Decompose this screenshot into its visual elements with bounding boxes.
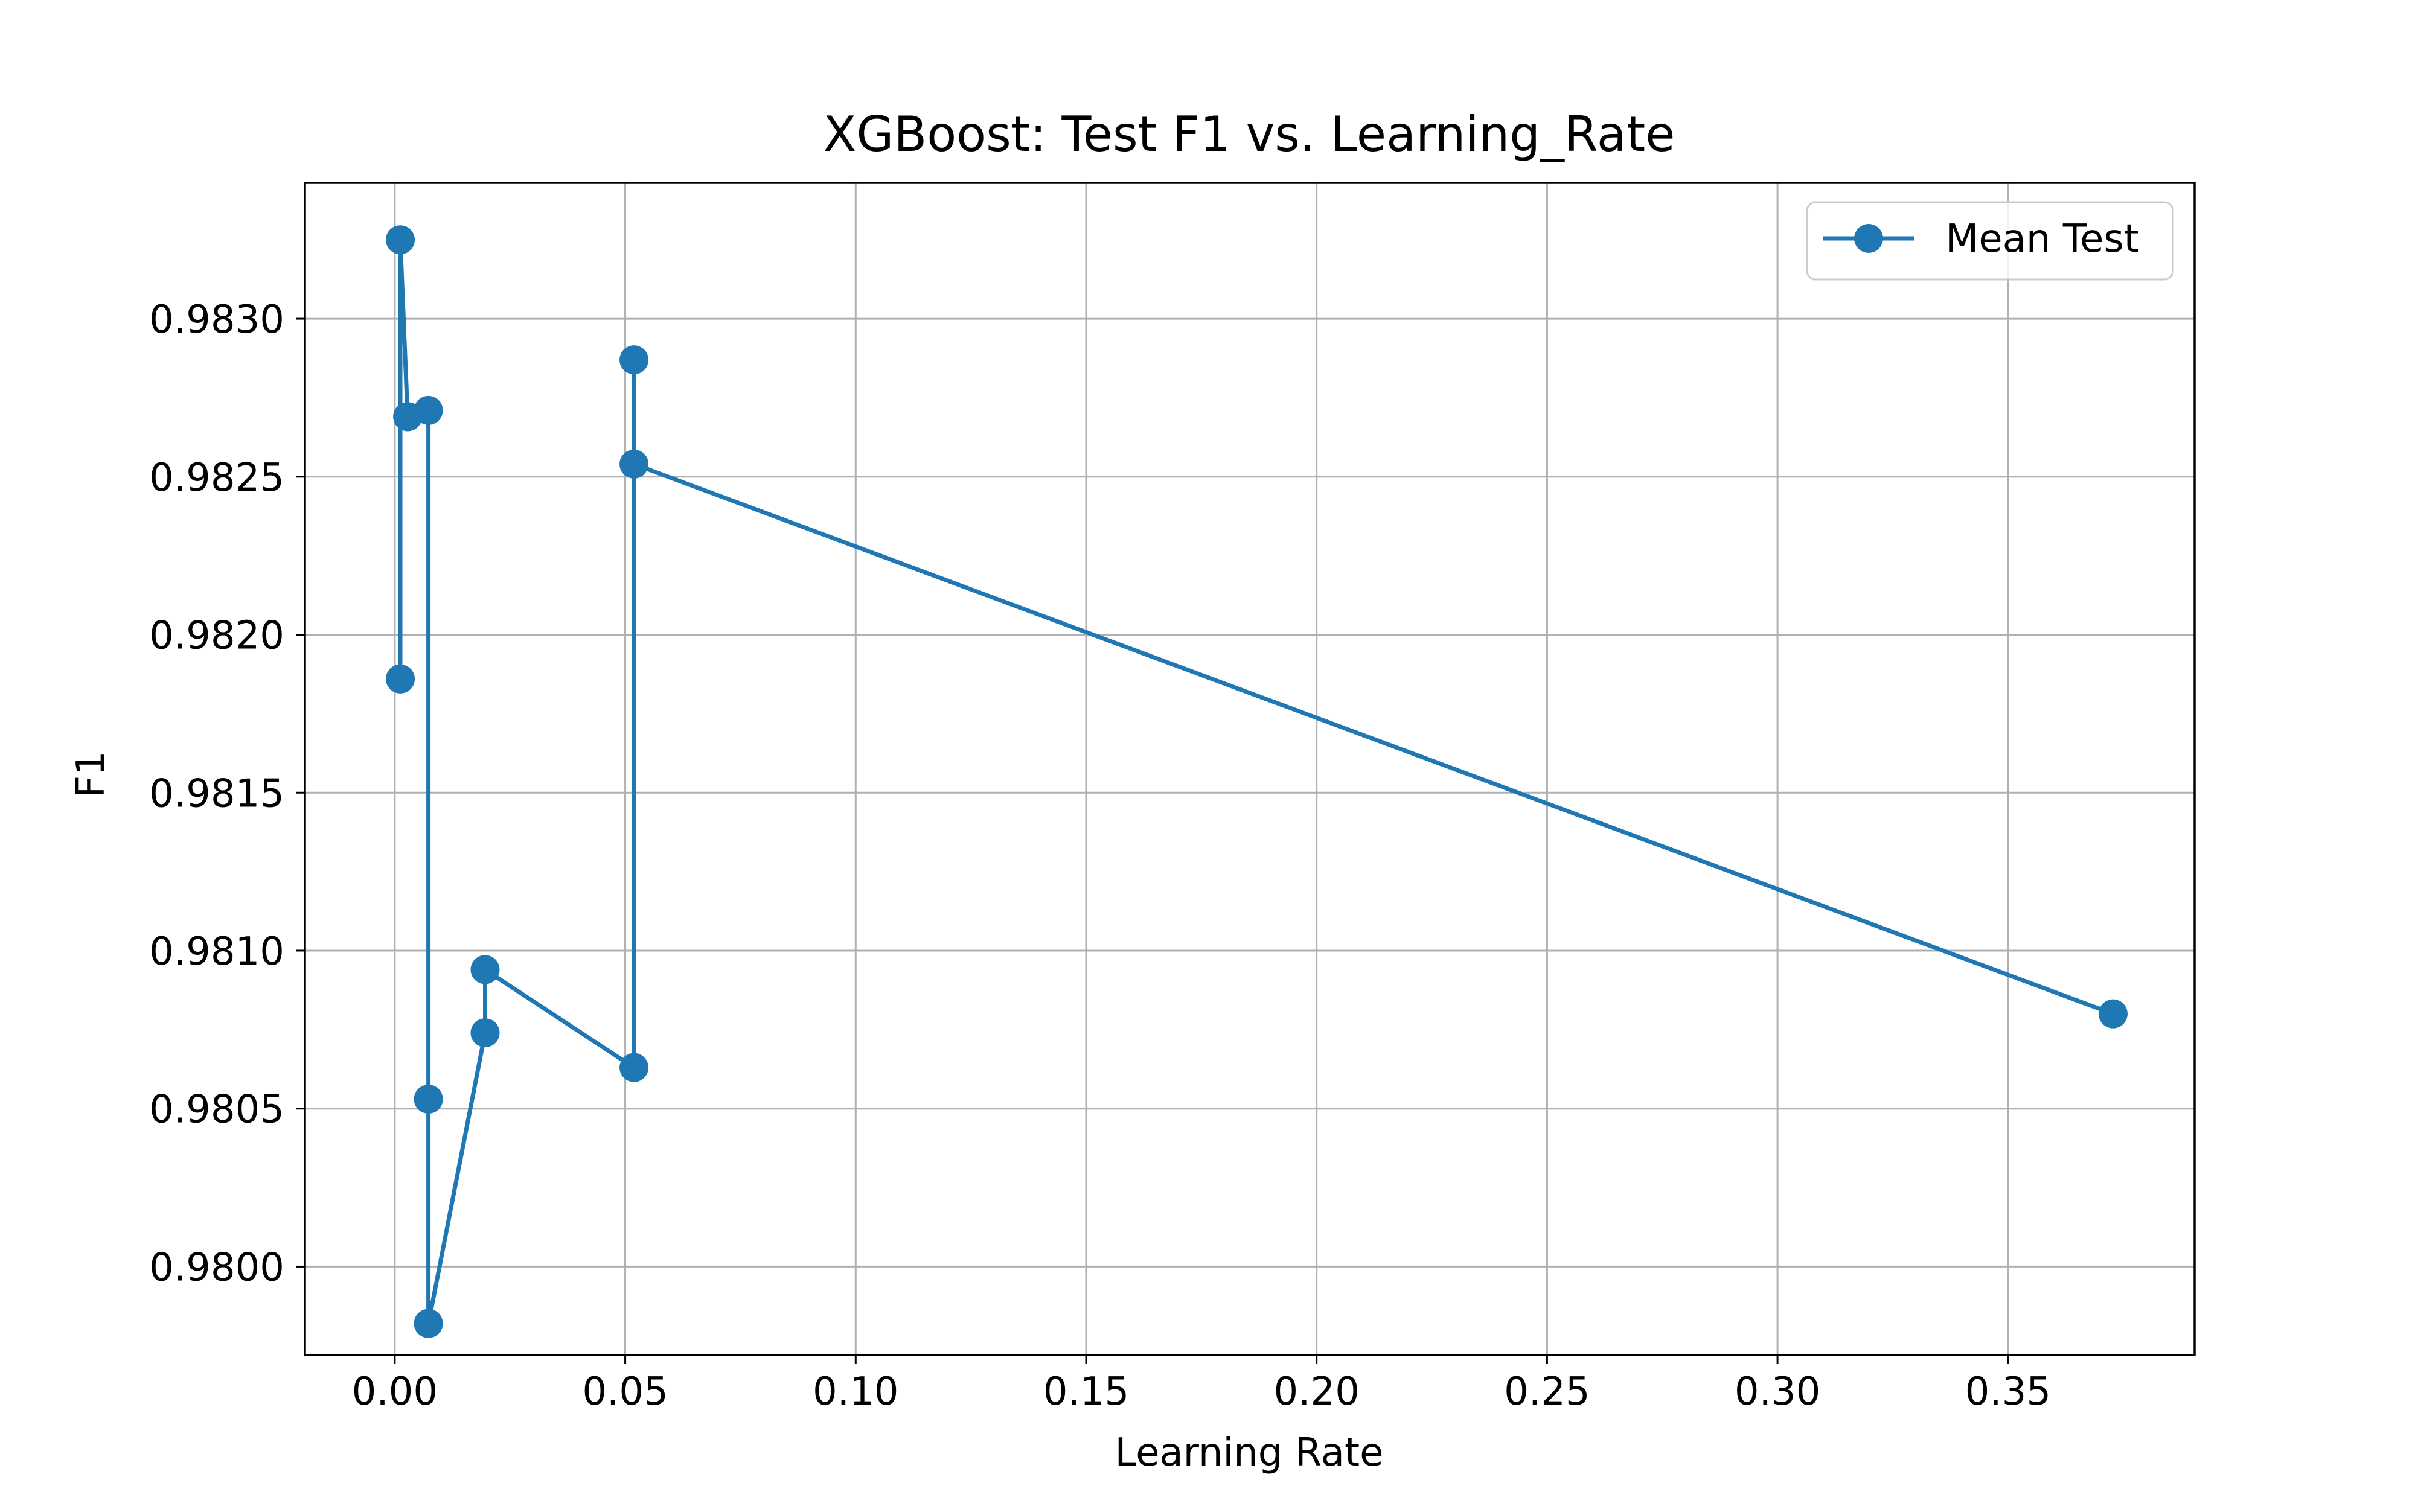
x-tick-label: 0.25: [1504, 1370, 1590, 1414]
x-axis-label: Learning Rate: [1115, 1431, 1384, 1475]
data-point: [2098, 999, 2128, 1029]
y-tick-label: 0.9825: [149, 456, 284, 500]
y-tick-label: 0.9800: [149, 1245, 284, 1290]
data-point: [386, 664, 415, 694]
y-axis-label: F1: [69, 751, 114, 798]
x-tick-label: 0.05: [582, 1370, 668, 1414]
y-tick-label: 0.9805: [149, 1088, 284, 1132]
data-point: [414, 1085, 443, 1114]
legend-marker-sample: [1854, 224, 1883, 253]
data-point: [619, 449, 649, 479]
data-point: [414, 395, 443, 425]
data-point: [470, 1018, 500, 1048]
x-tick-label: 0.30: [1735, 1370, 1821, 1414]
data-point: [414, 1309, 443, 1338]
data-point: [386, 225, 415, 255]
series-layer: [386, 225, 2128, 1338]
x-tick-label: 0.35: [1965, 1370, 2052, 1414]
y-tick-label: 0.9815: [149, 771, 284, 816]
x-tick-label: 0.20: [1273, 1370, 1360, 1414]
plot-frame: [304, 182, 2196, 1356]
grid-layer: [305, 183, 2195, 1355]
data-point: [619, 1053, 649, 1082]
x-tick-label: 0.00: [352, 1370, 438, 1414]
series-line: [398, 237, 2114, 1326]
legend-box: [1806, 201, 2174, 281]
tick-layer: 0.00 0.05 0.10 0.15 0.20 0.25 0.30 0.35 0.9800 0.…: [149, 298, 2051, 1414]
x-tick-label: 0.15: [1043, 1370, 1130, 1414]
data-point: [619, 345, 649, 375]
y-tick-label: 0.9820: [149, 614, 284, 659]
x-tick-label: 0.10: [813, 1370, 899, 1414]
y-tick-label: 0.9830: [149, 298, 284, 342]
y-tick-label: 0.9810: [149, 930, 284, 974]
legend-label: Mean Test: [1945, 217, 2139, 261]
legend: Mean Test: [1806, 201, 2174, 281]
chart-title: XGBoost: Test F1 vs. Learning_Rate: [824, 106, 1675, 162]
data-point: [470, 955, 500, 984]
